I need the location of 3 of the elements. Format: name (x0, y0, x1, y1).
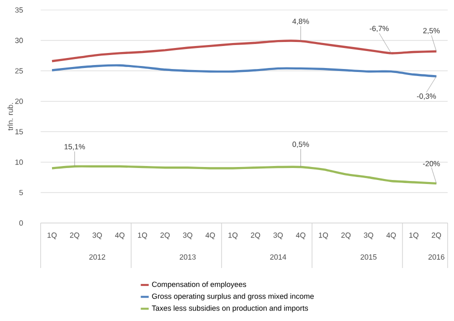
line-series (50, 165, 438, 185)
line-series (50, 64, 438, 78)
line-series (50, 40, 438, 62)
